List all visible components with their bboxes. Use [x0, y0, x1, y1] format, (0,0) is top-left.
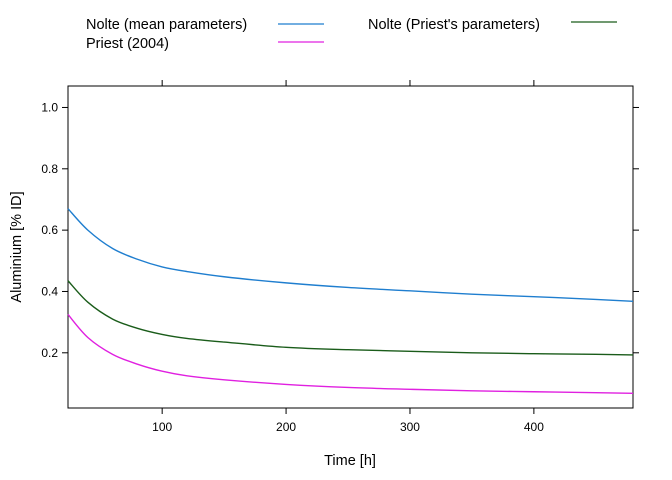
y-tick-label: 1.0 [41, 100, 58, 114]
series-line-2 [67, 314, 634, 394]
series-line-0 [67, 208, 634, 302]
x-tick-label: 300 [400, 420, 420, 434]
x-axis-title: Time [h] [324, 453, 376, 469]
x-tick-label: 100 [152, 420, 172, 434]
y-tick-label: 0.6 [41, 223, 58, 237]
x-tick-label: 400 [524, 420, 544, 434]
y-axis-title: Aluminium [% ID] [9, 191, 25, 302]
y-tick-label: 0.2 [41, 346, 58, 360]
legend: Nolte (mean parameters) Priest (2004) No… [86, 17, 617, 52]
plot-frame [67, 85, 634, 409]
axis-ticks: 100 200 300 400 0.2 0.4 0.6 0.8 1.0 [41, 80, 639, 434]
legend-label-nolte-priest: Nolte (Priest's parameters) [368, 17, 540, 33]
y-tick-label: 0.8 [41, 162, 58, 176]
y-tick-label: 0.4 [41, 284, 58, 298]
series-line-1 [67, 280, 634, 356]
x-tick-label: 200 [276, 420, 296, 434]
legend-label-priest: Priest (2004) [86, 36, 169, 52]
series-layer [67, 208, 634, 394]
legend-label-nolte-mean: Nolte (mean parameters) [86, 17, 247, 33]
